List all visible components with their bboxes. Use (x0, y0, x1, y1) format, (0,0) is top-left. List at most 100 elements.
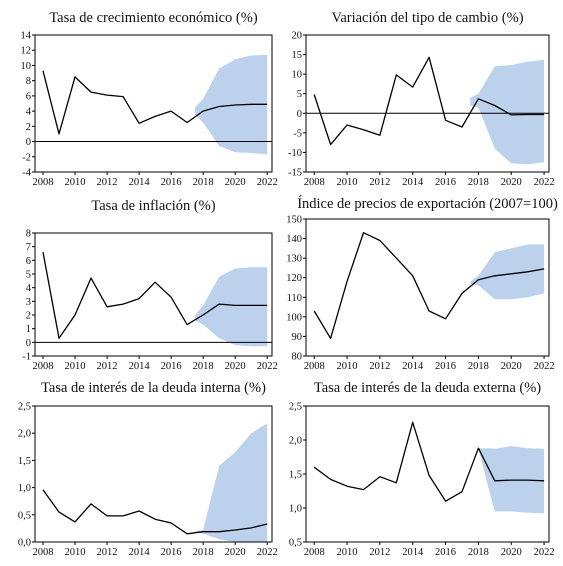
series-line-1 (313, 421, 545, 502)
x-tick-label: 2022 (257, 177, 278, 188)
y-tick-label: 12 (21, 46, 32, 57)
y-tick-label: -10 (288, 148, 302, 159)
y-tick-label: 0,0 (18, 538, 31, 549)
series-line-1 (313, 56, 545, 146)
x-tick-label: 2010 (337, 547, 358, 558)
y-tick-label: 0 (26, 137, 31, 148)
y-tick-label: 2,5 (18, 402, 31, 413)
x-tick-label: 2012 (97, 547, 118, 558)
chart-panel-2: -15 -10 -5 0 5 10 15 20 2008 2010 2012 2014 2016 2018… (288, 10, 555, 188)
x-tick-label: 2016 (435, 177, 456, 188)
y-tick-label: 7 (26, 242, 31, 253)
y-tick-label: -5 (293, 128, 302, 139)
chart-panel-3: -1 0 1 2 3 4 5 6 7 8 2008 2010 2012 2014 2016 2018 2020 2… (22, 198, 277, 372)
y-tick-label: 0,5 (289, 538, 302, 549)
x-tick-label: 2012 (369, 177, 390, 188)
y-tick-label: 2 (26, 311, 31, 322)
x-tick-label: 2022 (534, 361, 555, 372)
y-tick-label: -4 (22, 168, 31, 179)
forecast-band (195, 423, 268, 542)
y-tick-label: 2,5 (289, 402, 302, 413)
chart-title: Variación del tipo de cambio (%) (331, 10, 523, 26)
y-tick-label: 1,5 (289, 470, 302, 481)
x-tick-label: 2008 (33, 361, 54, 372)
x-tick-label: 2014 (129, 177, 151, 188)
y-tick-label: -1 (22, 352, 31, 363)
y-tick-label: 8 (26, 76, 31, 87)
x-tick-label: 2012 (97, 177, 118, 188)
x-tick-label: 2018 (468, 547, 489, 558)
y-tick-label: 8 (26, 229, 31, 240)
x-tick-label: 2020 (225, 547, 246, 558)
x-tick-label: 2008 (33, 177, 54, 188)
y-tick-label: 0 (297, 109, 302, 120)
y-tick-label: 10 (21, 61, 32, 72)
y-tick-label: 80 (292, 352, 303, 363)
x-tick-label: 2018 (468, 361, 489, 372)
y-tick-label: 1,0 (289, 504, 302, 515)
x-tick-label: 2012 (369, 547, 390, 558)
x-tick-label: 2020 (225, 177, 246, 188)
chart-panel-5: 0,0 0,5 1,0 1,5 2,0 2,5 2008 2010 2012 2014 2016 20… (18, 380, 278, 558)
y-tick-label: 140 (286, 234, 302, 245)
x-tick-label: 2016 (435, 547, 456, 558)
y-tick-label: 130 (286, 254, 302, 265)
x-tick-label: 2016 (161, 547, 182, 558)
y-tick-label: 110 (287, 293, 302, 304)
plot-frame (34, 232, 273, 357)
plot-frame (305, 34, 550, 173)
y-tick-label: 10 (292, 70, 303, 81)
x-tick-label: 2022 (257, 361, 278, 372)
x-tick-label: 2018 (193, 547, 214, 558)
x-tick-label: 2018 (193, 361, 214, 372)
y-tick-label: 14 (21, 31, 32, 42)
y-tick-label: 5 (26, 270, 31, 281)
y-tick-label: 2,0 (289, 436, 302, 447)
x-tick-label: 2008 (304, 177, 325, 188)
x-tick-label: 2010 (337, 361, 358, 372)
x-tick-label: 2008 (304, 547, 325, 558)
chart-title: Índice de precios de exportación (2007=1… (297, 195, 558, 212)
chart-title: Tasa de inflación (%) (91, 198, 215, 214)
plot-frame (34, 405, 273, 543)
x-tick-label: 2014 (129, 547, 151, 558)
x-tick-label: 2020 (501, 547, 522, 558)
chart-panel-4: 80 90 100 110 120 130 140 150 2008 2010 2012 2014 20… (286, 195, 558, 372)
y-tick-label: 2,0 (18, 429, 31, 440)
x-tick-label: 2020 (501, 177, 522, 188)
y-tick-label: 1,0 (18, 483, 31, 494)
x-tick-label: 2022 (257, 547, 278, 558)
series-line-1 (42, 251, 268, 339)
x-tick-label: 2016 (161, 361, 182, 372)
chart-title: Tasa de interés de la deuda externa (%) (314, 380, 541, 396)
y-tick-label: 6 (26, 256, 31, 267)
x-tick-label: 2016 (161, 177, 182, 188)
x-tick-label: 2014 (402, 547, 424, 558)
series-line-1 (313, 232, 545, 340)
y-tick-label: 0,5 (18, 510, 31, 521)
x-tick-label: 2014 (402, 361, 424, 372)
forecast-band (195, 54, 268, 155)
x-tick-label: 2012 (97, 361, 118, 372)
y-tick-label: 2 (26, 122, 31, 133)
chart-panel-1: -4 -2 0 2 4 6 8 10 12 14 2008 2010 2012 2014 2016 2018 2… (21, 10, 278, 188)
y-tick-label: 90 (292, 332, 303, 343)
y-tick-label: -15 (288, 168, 302, 179)
chart-panel-6: 0,5 1,0 1,5 2,0 2,5 2008 2010 2012 2014 2016 2018 2… (289, 380, 555, 558)
x-tick-label: 2014 (402, 177, 424, 188)
x-tick-label: 2018 (193, 177, 214, 188)
x-tick-label: 2010 (337, 177, 358, 188)
y-tick-label: 150 (286, 215, 302, 226)
x-tick-label: 2010 (65, 361, 86, 372)
y-tick-label: 20 (292, 31, 303, 42)
y-tick-label: 3 (26, 297, 31, 308)
y-tick-label: 1,5 (18, 456, 31, 467)
y-tick-label: 15 (292, 50, 303, 61)
y-tick-label: 6 (26, 91, 31, 102)
y-tick-label: 1 (26, 324, 31, 335)
x-tick-label: 2022 (534, 177, 555, 188)
y-tick-label: 4 (26, 107, 32, 118)
x-tick-label: 2018 (468, 177, 489, 188)
x-tick-label: 2008 (33, 547, 54, 558)
